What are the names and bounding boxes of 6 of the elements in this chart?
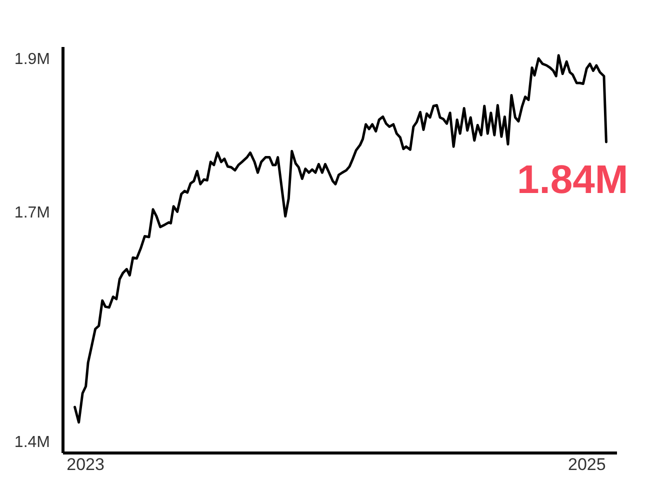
x-tick-label: 2025 xyxy=(568,455,606,474)
y-tick-label: 1.7M xyxy=(14,204,50,222)
x-tick-label: 2023 xyxy=(66,455,104,474)
y-tick-label: 1.4M xyxy=(14,434,50,452)
y-tick-label: 1.9M xyxy=(14,51,50,68)
annotation: 1.84M xyxy=(517,158,628,202)
